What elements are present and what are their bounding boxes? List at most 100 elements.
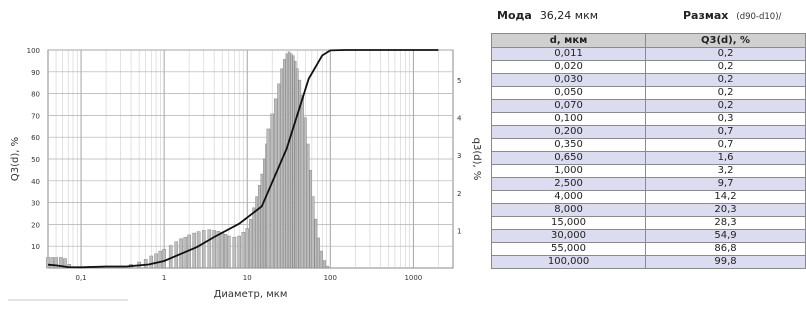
- size-distribution-table: d, мкм Q3(d), % 0,011 0,2 0,020 0,2 0,030 0,2…: [490, 33, 806, 269]
- density-bar: [54, 257, 58, 269]
- y-tick-label-right: 5: [457, 77, 461, 85]
- density-bar: [58, 257, 63, 269]
- cell-q3: 0,3: [645, 112, 806, 126]
- density-bar: [226, 235, 231, 269]
- cell-diameter: 4,000: [490, 190, 647, 204]
- table-row: 0,200 0,7: [490, 125, 806, 139]
- density-bar: [255, 196, 259, 269]
- density-bar: [322, 260, 326, 269]
- cell-q3: 0,2: [645, 47, 806, 61]
- density-bar: [274, 98, 278, 269]
- cell-q3: 54,9: [645, 229, 806, 243]
- density-bar: [309, 170, 312, 269]
- cell-diameter: 0,100: [490, 112, 647, 126]
- cell-q3: 3,2: [645, 164, 806, 178]
- table-row: 0,020 0,2: [490, 60, 806, 74]
- y-tick-label-left: 70: [31, 112, 40, 120]
- density-bar: [263, 158, 266, 269]
- cell-diameter: 55,000: [490, 242, 647, 256]
- density-bar: [207, 229, 212, 269]
- density-bar: [314, 218, 318, 269]
- cumulative-curve: [47, 49, 439, 269]
- mode-value: 36,24 мкм: [539, 9, 599, 22]
- cell-q3: 14,2: [645, 190, 806, 204]
- density-bar: [232, 236, 237, 269]
- y-tick-label-right: 3: [457, 152, 461, 160]
- table-row: 2,500 9,7: [490, 177, 806, 191]
- density-bar: [266, 128, 271, 269]
- y-axis-label-right: q3(d), %: [471, 138, 482, 181]
- density-bar: [143, 259, 148, 269]
- cell-q3: 0,7: [645, 125, 806, 139]
- y-tick-label-left: 60: [31, 134, 40, 142]
- table-row: 0,070 0,2: [490, 99, 806, 113]
- cell-diameter: 100,000: [490, 255, 647, 269]
- x-axis-label: Диаметр, мкм: [214, 289, 288, 300]
- density-bar: [311, 196, 315, 269]
- density-bar: [303, 117, 307, 269]
- cell-diameter: 15,000: [490, 216, 647, 230]
- cell-diameter: 30,000: [490, 229, 647, 243]
- density-bar: [245, 228, 249, 269]
- x-tick-label: 100: [324, 274, 337, 282]
- density-bar: [249, 218, 253, 269]
- table-row: 8,000 20,3: [490, 203, 806, 217]
- span-formula: (d90-d10)/: [736, 12, 782, 22]
- cell-diameter: 0,070: [490, 99, 647, 113]
- cell-diameter: 0,650: [490, 151, 647, 165]
- column-header-diameter: d, мкм: [490, 33, 647, 48]
- density-bar: [270, 113, 274, 269]
- density-bar: [154, 253, 158, 269]
- cell-q3: 86,8: [645, 242, 806, 256]
- density-bar: [224, 233, 228, 269]
- table-row: 0,100 0,3: [490, 112, 806, 126]
- density-bar: [325, 265, 329, 269]
- cell-q3: 0,2: [645, 99, 806, 113]
- span-summary: Размах (d90-d10)/: [683, 9, 781, 22]
- cell-q3: 28,3: [645, 216, 806, 230]
- cell-q3: 20,3: [645, 203, 806, 217]
- table-row: 0,011 0,2: [490, 47, 806, 61]
- cell-diameter: 0,200: [490, 125, 647, 139]
- density-bar: [162, 249, 166, 269]
- cell-diameter: 0,020: [490, 60, 647, 74]
- cell-q3: 99,8: [645, 255, 806, 269]
- distribution-chart: 10 20 30 40 50 60 70 80 90 100 1 2 3 4 5 0,1 1 10 100 1000 Д…: [8, 47, 482, 301]
- column-header-q3: Q3(d), %: [645, 33, 806, 48]
- density-bar: [196, 231, 201, 269]
- table-row: 100,000 99,8: [490, 255, 806, 269]
- x-tick-label: 10: [243, 274, 252, 282]
- table-row: 55,000 86,8: [490, 242, 806, 256]
- cell-diameter: 2,500: [490, 177, 647, 191]
- density-bar: [158, 250, 163, 269]
- density-bar: [288, 51, 291, 269]
- density-bar: [168, 245, 173, 269]
- cell-q3: 0,2: [645, 73, 806, 87]
- density-bar: [283, 59, 286, 269]
- y-tick-label-left: 40: [31, 178, 40, 186]
- mode-summary: Мода 36,24 мкм: [497, 9, 598, 22]
- density-bar: [46, 257, 50, 269]
- density-bar: [319, 250, 323, 269]
- y-tick-label-left: 80: [31, 91, 40, 99]
- density-bar: [252, 207, 256, 269]
- table-row: 0,350 0,7: [490, 138, 806, 152]
- cell-diameter: 0,050: [490, 86, 647, 100]
- y-tick-label-left: 10: [31, 243, 40, 251]
- cell-diameter: 1,000: [490, 164, 647, 178]
- density-bar: [292, 55, 295, 269]
- density-bar: [295, 68, 299, 269]
- density-bar: [316, 237, 320, 269]
- cell-q3: 9,7: [645, 177, 806, 191]
- x-tick-label: 1: [162, 274, 166, 282]
- x-tick-label: 0,1: [75, 274, 86, 282]
- density-bar: [237, 235, 241, 269]
- density-bar: [258, 185, 261, 269]
- density-bar: [285, 53, 289, 269]
- cell-q3: 0,7: [645, 138, 806, 152]
- y-axis-label-left: Q3(d), %: [10, 137, 21, 181]
- table-header-row: d, мкм Q3(d), %: [490, 33, 806, 48]
- density-bar: [290, 53, 293, 269]
- mode-label: Мода: [497, 9, 532, 22]
- y-tick-label-left: 20: [31, 221, 40, 229]
